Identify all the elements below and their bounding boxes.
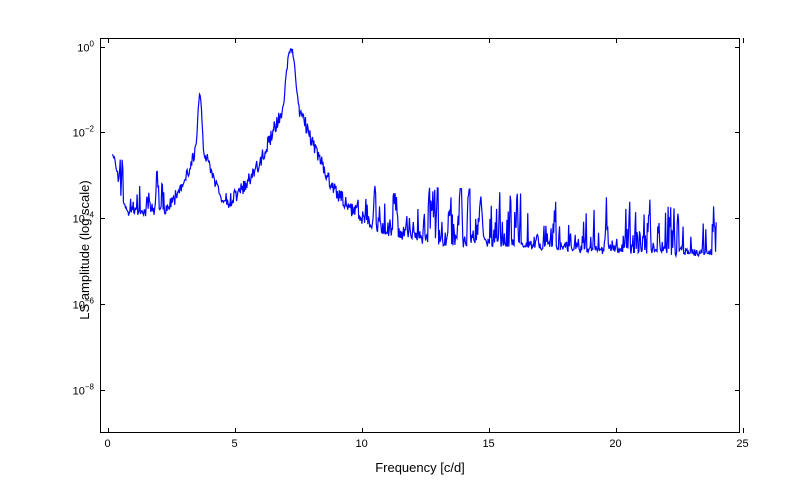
y-tick-label: 100 <box>77 39 94 54</box>
x-axis-label: Frequency [c/d] <box>100 460 740 475</box>
y-tick-label: 10−2 <box>73 125 94 140</box>
x-tick-label: 25 <box>736 438 748 450</box>
y-tick-label: 10−4 <box>73 211 94 226</box>
x-tick-label: 5 <box>232 438 238 450</box>
y-tick-label: 10−6 <box>73 297 94 312</box>
x-tick-label: 10 <box>355 438 367 450</box>
x-tick-label: 15 <box>482 438 494 450</box>
plot-area <box>100 38 740 433</box>
y-tick-label: 10−8 <box>73 383 94 398</box>
x-tick-label: 0 <box>105 438 111 450</box>
x-tick-label: 20 <box>609 438 621 450</box>
periodogram-line <box>101 39 739 432</box>
